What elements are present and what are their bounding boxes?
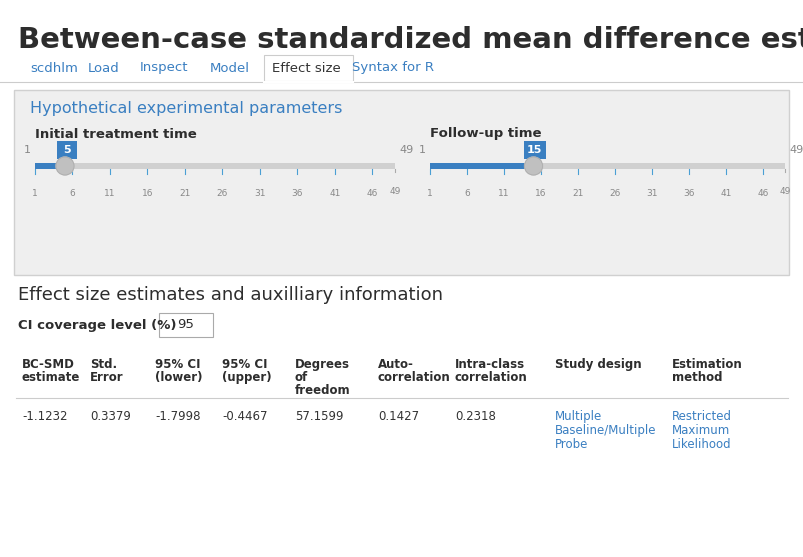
Text: BC-SMD: BC-SMD [22, 358, 75, 371]
Text: Study design: Study design [554, 358, 641, 371]
Text: 41: 41 [719, 189, 731, 198]
Text: 57.1599: 57.1599 [295, 410, 343, 423]
Text: Effect size: Effect size [271, 61, 340, 75]
Text: 46: 46 [366, 189, 377, 198]
FancyBboxPatch shape [523, 141, 545, 159]
Text: Degrees: Degrees [295, 358, 349, 371]
Text: (lower): (lower) [155, 371, 202, 384]
Text: Maximum: Maximum [671, 424, 729, 437]
FancyBboxPatch shape [430, 163, 784, 169]
Text: -0.4467: -0.4467 [222, 410, 267, 423]
Text: Load: Load [88, 61, 120, 75]
FancyBboxPatch shape [14, 90, 788, 275]
Text: 21: 21 [179, 189, 190, 198]
Text: correlation: correlation [454, 371, 527, 384]
Text: Follow-up time: Follow-up time [430, 128, 541, 140]
Text: scdhlm: scdhlm [30, 61, 78, 75]
Text: Effect size estimates and auxilliary information: Effect size estimates and auxilliary inf… [18, 286, 442, 304]
FancyBboxPatch shape [159, 313, 213, 337]
Text: 21: 21 [572, 189, 583, 198]
Text: estimate: estimate [22, 371, 80, 384]
Text: 15: 15 [526, 145, 541, 155]
Circle shape [524, 157, 542, 175]
Circle shape [56, 157, 74, 175]
Text: Inspect: Inspect [140, 61, 188, 75]
Text: 31: 31 [646, 189, 657, 198]
Text: 6: 6 [70, 189, 75, 198]
Text: 49: 49 [389, 187, 400, 196]
Text: 95: 95 [177, 319, 194, 331]
Text: Auto-: Auto- [377, 358, 414, 371]
Text: 49: 49 [788, 145, 802, 155]
Text: 95% CI: 95% CI [155, 358, 200, 371]
FancyBboxPatch shape [57, 141, 77, 159]
Text: Multiple: Multiple [554, 410, 601, 423]
Text: Probe: Probe [554, 438, 588, 451]
Text: (upper): (upper) [222, 371, 271, 384]
Text: 0.3379: 0.3379 [90, 410, 131, 423]
Text: CI coverage level (%): CI coverage level (%) [18, 319, 177, 331]
Text: Hypothetical experimental parameters: Hypothetical experimental parameters [30, 100, 342, 115]
Text: method: method [671, 371, 722, 384]
Text: Initial treatment time: Initial treatment time [35, 128, 197, 140]
Text: freedom: freedom [295, 384, 350, 397]
Text: 26: 26 [609, 189, 620, 198]
Text: Intra-class: Intra-class [454, 358, 524, 371]
Text: 0.1427: 0.1427 [377, 410, 418, 423]
FancyBboxPatch shape [35, 163, 65, 169]
Text: correlation: correlation [377, 371, 450, 384]
Text: -1.1232: -1.1232 [22, 410, 67, 423]
Text: 0.2318: 0.2318 [454, 410, 495, 423]
Text: 36: 36 [683, 189, 694, 198]
Text: Likelihood: Likelihood [671, 438, 731, 451]
Text: Std.: Std. [90, 358, 117, 371]
Text: 95% CI: 95% CI [222, 358, 267, 371]
Text: 1: 1 [418, 145, 426, 155]
Text: 46: 46 [756, 189, 768, 198]
FancyBboxPatch shape [430, 163, 533, 169]
Text: 49: 49 [778, 187, 789, 196]
Text: 11: 11 [498, 189, 509, 198]
Text: Syntax for R: Syntax for R [352, 61, 434, 75]
Text: 41: 41 [329, 189, 340, 198]
Text: 49: 49 [398, 145, 413, 155]
Text: 31: 31 [254, 189, 266, 198]
Text: 36: 36 [291, 189, 303, 198]
Text: 16: 16 [535, 189, 546, 198]
FancyBboxPatch shape [263, 55, 353, 81]
FancyBboxPatch shape [35, 163, 394, 169]
Text: 6: 6 [463, 189, 469, 198]
Text: Between-case standardized mean difference estimator: Between-case standardized mean differenc… [18, 26, 803, 54]
Text: 1: 1 [32, 189, 38, 198]
Text: 1: 1 [426, 189, 432, 198]
Text: 26: 26 [217, 189, 228, 198]
Text: 16: 16 [141, 189, 153, 198]
Text: of: of [295, 371, 308, 384]
Text: Baseline/Multiple: Baseline/Multiple [554, 424, 656, 437]
Text: Restricted: Restricted [671, 410, 731, 423]
Text: 1: 1 [24, 145, 31, 155]
Text: 5: 5 [63, 145, 71, 155]
Text: Model: Model [210, 61, 250, 75]
Text: Estimation: Estimation [671, 358, 742, 371]
Text: Error: Error [90, 371, 124, 384]
Text: 11: 11 [104, 189, 116, 198]
Text: -1.7998: -1.7998 [155, 410, 200, 423]
